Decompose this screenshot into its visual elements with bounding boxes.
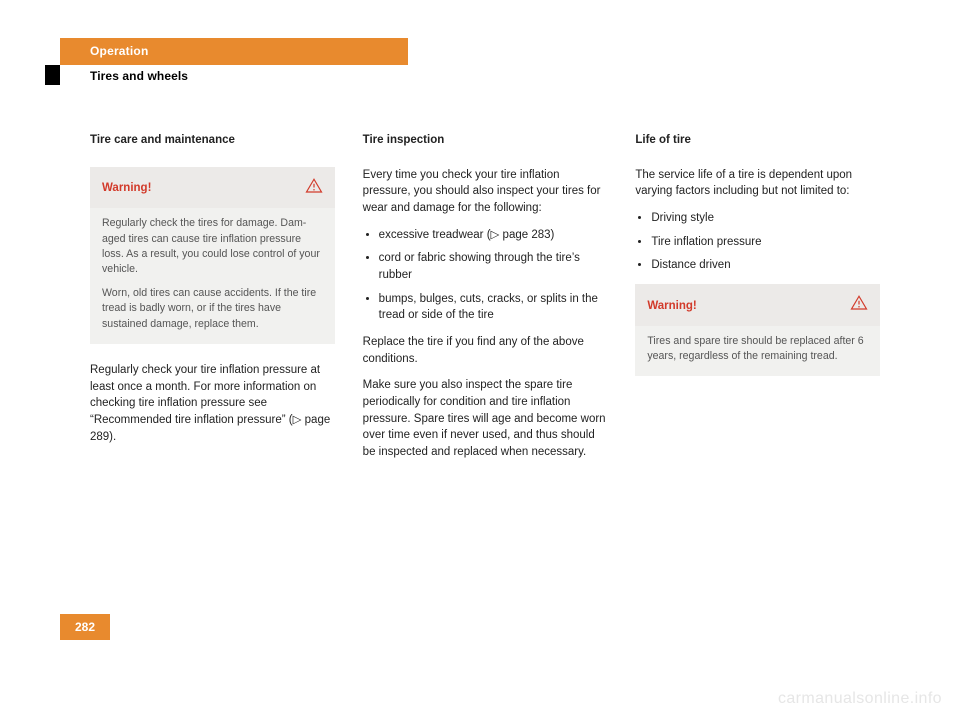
watermark: carmanualsonline.info	[778, 690, 942, 708]
section-title: Tires and wheels	[90, 69, 188, 83]
inspection-list: excessive treadwear (▷ page 283) cord or…	[363, 227, 608, 324]
warning-body: Tires and spare tire should be replaced …	[635, 326, 880, 377]
list-item: Distance driven	[651, 257, 880, 274]
col3-title: Life of tire	[635, 132, 880, 149]
warning-triangle-icon	[850, 294, 868, 318]
warning-text: Regularly check the tires for damage. Da…	[102, 216, 323, 277]
body-text: Every time you check your tire inflation…	[363, 167, 608, 217]
warning-label: Warning!	[102, 180, 151, 197]
warning-text: Tires and spare tire should be replaced …	[647, 334, 868, 365]
warning-label: Warning!	[647, 298, 696, 315]
column-3: Life of tire The service life of a tire …	[635, 132, 880, 471]
column-2: Tire inspection Every time you check you…	[363, 132, 608, 471]
column-1: Tire care and maintenance Warning! Regul…	[90, 132, 335, 471]
list-item: excessive treadwear (▷ page 283)	[379, 227, 608, 244]
page-number: 282	[60, 614, 110, 640]
content-columns: Tire care and maintenance Warning! Regul…	[90, 132, 880, 471]
warning-triangle-icon	[305, 177, 323, 201]
warning-text: Worn, old tires can cause accidents. If …	[102, 286, 323, 332]
body-text: Make sure you also inspect the spare tir…	[363, 377, 608, 460]
list-item: Driving style	[651, 210, 880, 227]
body-text: The service life of a tire is dependent …	[635, 167, 880, 200]
warning-box-1: Warning! Regularly check the tires for d…	[90, 167, 335, 344]
manual-page: Operation Tires and wheels Tire care and…	[0, 0, 960, 720]
warning-header: Warning!	[635, 284, 880, 326]
factors-list: Driving style Tire inflation pressure Di…	[635, 210, 880, 274]
body-text: Replace the tire if you find any of the …	[363, 334, 608, 367]
warning-header: Warning!	[90, 167, 335, 209]
warning-box-2: Warning! Tires and spare tire should be …	[635, 284, 880, 376]
body-text: Regularly check your tire inflation pres…	[90, 362, 335, 445]
thumb-index-notch	[45, 65, 60, 85]
list-item: Tire inflation pressure	[651, 234, 880, 251]
col2-title: Tire inspection	[363, 132, 608, 149]
col1-title: Tire care and maintenance	[90, 132, 335, 149]
list-item: cord or fabric showing through the tire’…	[379, 250, 608, 283]
warning-body: Regularly check the tires for damage. Da…	[90, 208, 335, 344]
chapter-title: Operation	[60, 38, 408, 65]
list-item: bumps, bulges, cuts, cracks, or splits i…	[379, 291, 608, 324]
